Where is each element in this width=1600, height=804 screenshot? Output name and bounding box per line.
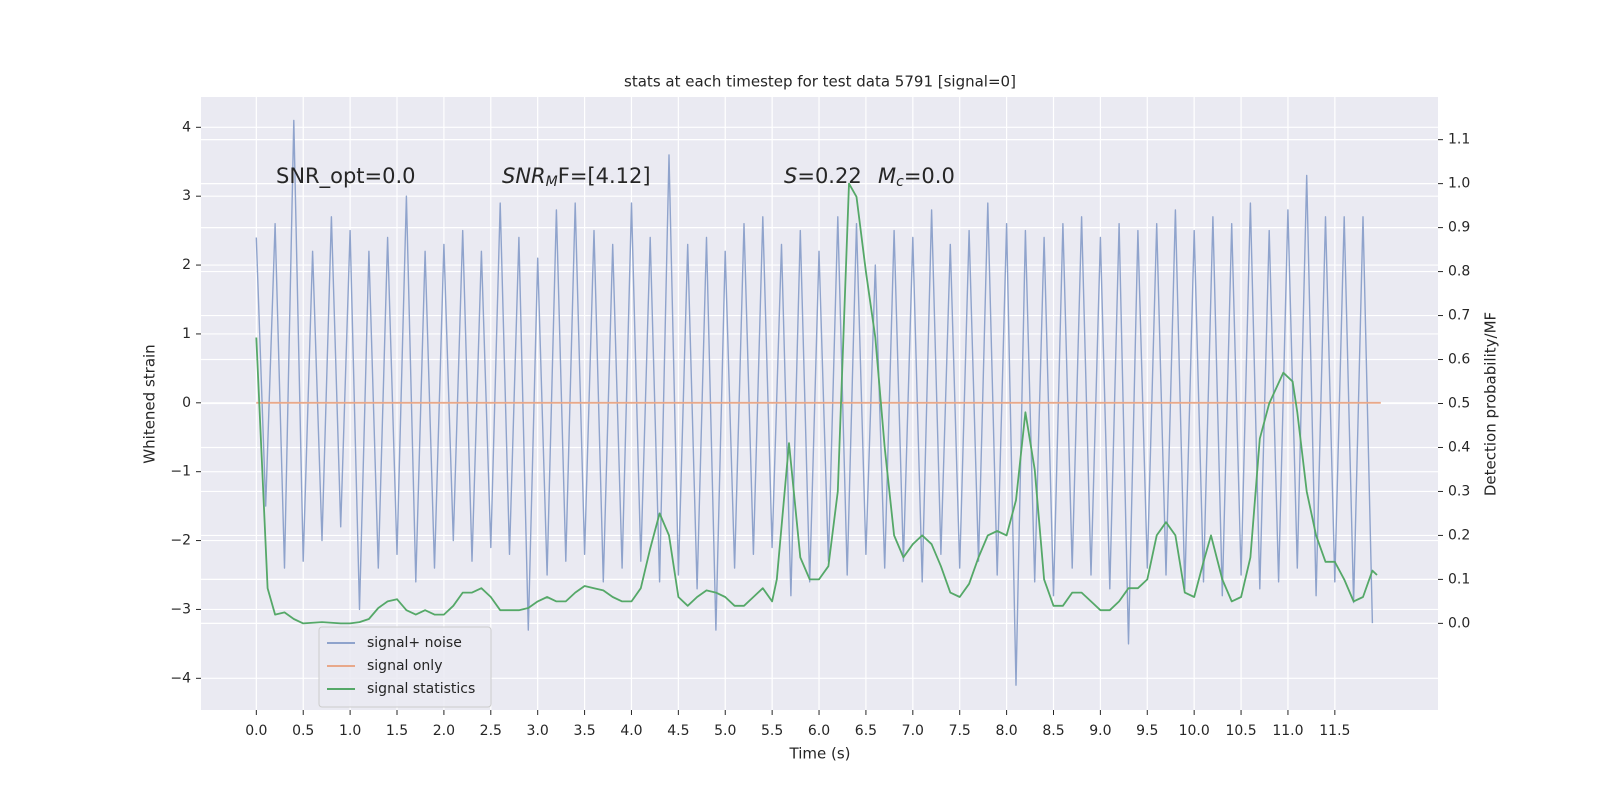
y2-tick-label: 0.4 xyxy=(1448,439,1470,455)
series-line xyxy=(255,182,1378,625)
y2-tick-label: 0.2 xyxy=(1448,527,1470,543)
x-tick-label: 7.0 xyxy=(902,723,924,739)
annotation-part: SNR xyxy=(502,164,546,188)
x-tick-label: 6.0 xyxy=(808,723,830,739)
annotation-part: =0.0 xyxy=(904,164,955,188)
axes: 0.0 0.5 1.0 1.5 2.0 2.5 3.0 3.5 4.0 4.5 5.0 5.5 6.0 6… xyxy=(170,119,1470,739)
x-tick-label: 2.0 xyxy=(433,723,455,739)
y2-tick-label: 0.1 xyxy=(1448,571,1470,587)
legend-box xyxy=(318,626,492,708)
y2-tick-label: 0.5 xyxy=(1448,396,1470,412)
x-tick-label: 4.5 xyxy=(667,723,689,739)
x-tick-label: 8.0 xyxy=(995,723,1017,739)
annotation: SNRMF=[4.12] xyxy=(502,164,651,190)
y-tick-label: 2 xyxy=(182,257,191,273)
legend-label: signal+ noise xyxy=(367,635,462,651)
legend-label: signal statistics xyxy=(367,681,475,697)
legend: signal+ noise signal only signal statistic… xyxy=(318,626,492,708)
y-tick-label: −1 xyxy=(170,464,191,480)
series-line xyxy=(255,119,1374,686)
y2-tick-label: 0.6 xyxy=(1448,352,1470,368)
x-tick-label: 9.5 xyxy=(1136,723,1158,739)
x-tick-label: 5.5 xyxy=(761,723,783,739)
x-tick-label: 10.0 xyxy=(1179,723,1210,739)
y-tick-label: 3 xyxy=(182,188,191,204)
y2-tick-label: 0.0 xyxy=(1448,615,1470,631)
chart-title: stats at each timestep for test data 579… xyxy=(624,73,1016,91)
annotation-part: S xyxy=(784,164,797,188)
y-axis-label: Whitened strain xyxy=(141,344,159,463)
y-tick-label: 4 xyxy=(182,119,191,135)
annotation-part: =0.22 xyxy=(797,164,861,188)
y2-tick-label: 1.1 xyxy=(1448,132,1470,148)
x-axis-label: Time (s) xyxy=(789,745,851,763)
x-tick-label: 11.5 xyxy=(1319,723,1350,739)
y2-tick-label: 0.8 xyxy=(1448,264,1470,280)
x-tick-label: 9.0 xyxy=(1089,723,1111,739)
annotation-part: M xyxy=(878,164,896,188)
x-tick-label: 5.0 xyxy=(714,723,736,739)
x-tick-label: 3.5 xyxy=(573,723,595,739)
y-tick-label: −3 xyxy=(170,601,191,617)
annotation: S=0.22 xyxy=(784,164,862,188)
annotation: SNR_opt=0.0 xyxy=(276,164,416,189)
x-tick-label: 0.0 xyxy=(245,723,267,739)
y2-tick-label: 0.3 xyxy=(1448,483,1470,499)
annotation-part: F=[4.12] xyxy=(558,164,651,188)
x-tick-label: 0.5 xyxy=(292,723,314,739)
annotation: Mc=0.0 xyxy=(878,164,955,190)
annotation-sub: c xyxy=(896,174,904,190)
x-tick-label: 6.5 xyxy=(855,723,877,739)
y2-tick-label: 1.0 xyxy=(1448,176,1470,192)
y2-tick-label: 0.9 xyxy=(1448,220,1470,236)
marks xyxy=(255,119,1381,686)
y-tick-label: 1 xyxy=(182,326,191,342)
x-tick-label: 1.5 xyxy=(386,723,408,739)
y-tick-label: −4 xyxy=(170,670,191,686)
legend-label: signal only xyxy=(367,658,442,674)
y2-axis-label: Detection probability/MF xyxy=(1482,312,1500,496)
x-tick-label: 8.5 xyxy=(1042,723,1064,739)
x-tick-label: 11.0 xyxy=(1272,723,1303,739)
y2-tick-label: 0.7 xyxy=(1448,308,1470,324)
annotation-sub: M xyxy=(546,174,558,190)
x-tick-label: 2.5 xyxy=(480,723,502,739)
y-tick-label: 0 xyxy=(182,395,191,411)
x-tick-label: 4.0 xyxy=(620,723,642,739)
y-tick-label: −2 xyxy=(170,533,191,549)
x-tick-label: 10.5 xyxy=(1225,723,1256,739)
x-tick-label: 1.0 xyxy=(339,723,361,739)
x-tick-label: 7.5 xyxy=(949,723,971,739)
x-tick-label: 3.0 xyxy=(527,723,549,739)
